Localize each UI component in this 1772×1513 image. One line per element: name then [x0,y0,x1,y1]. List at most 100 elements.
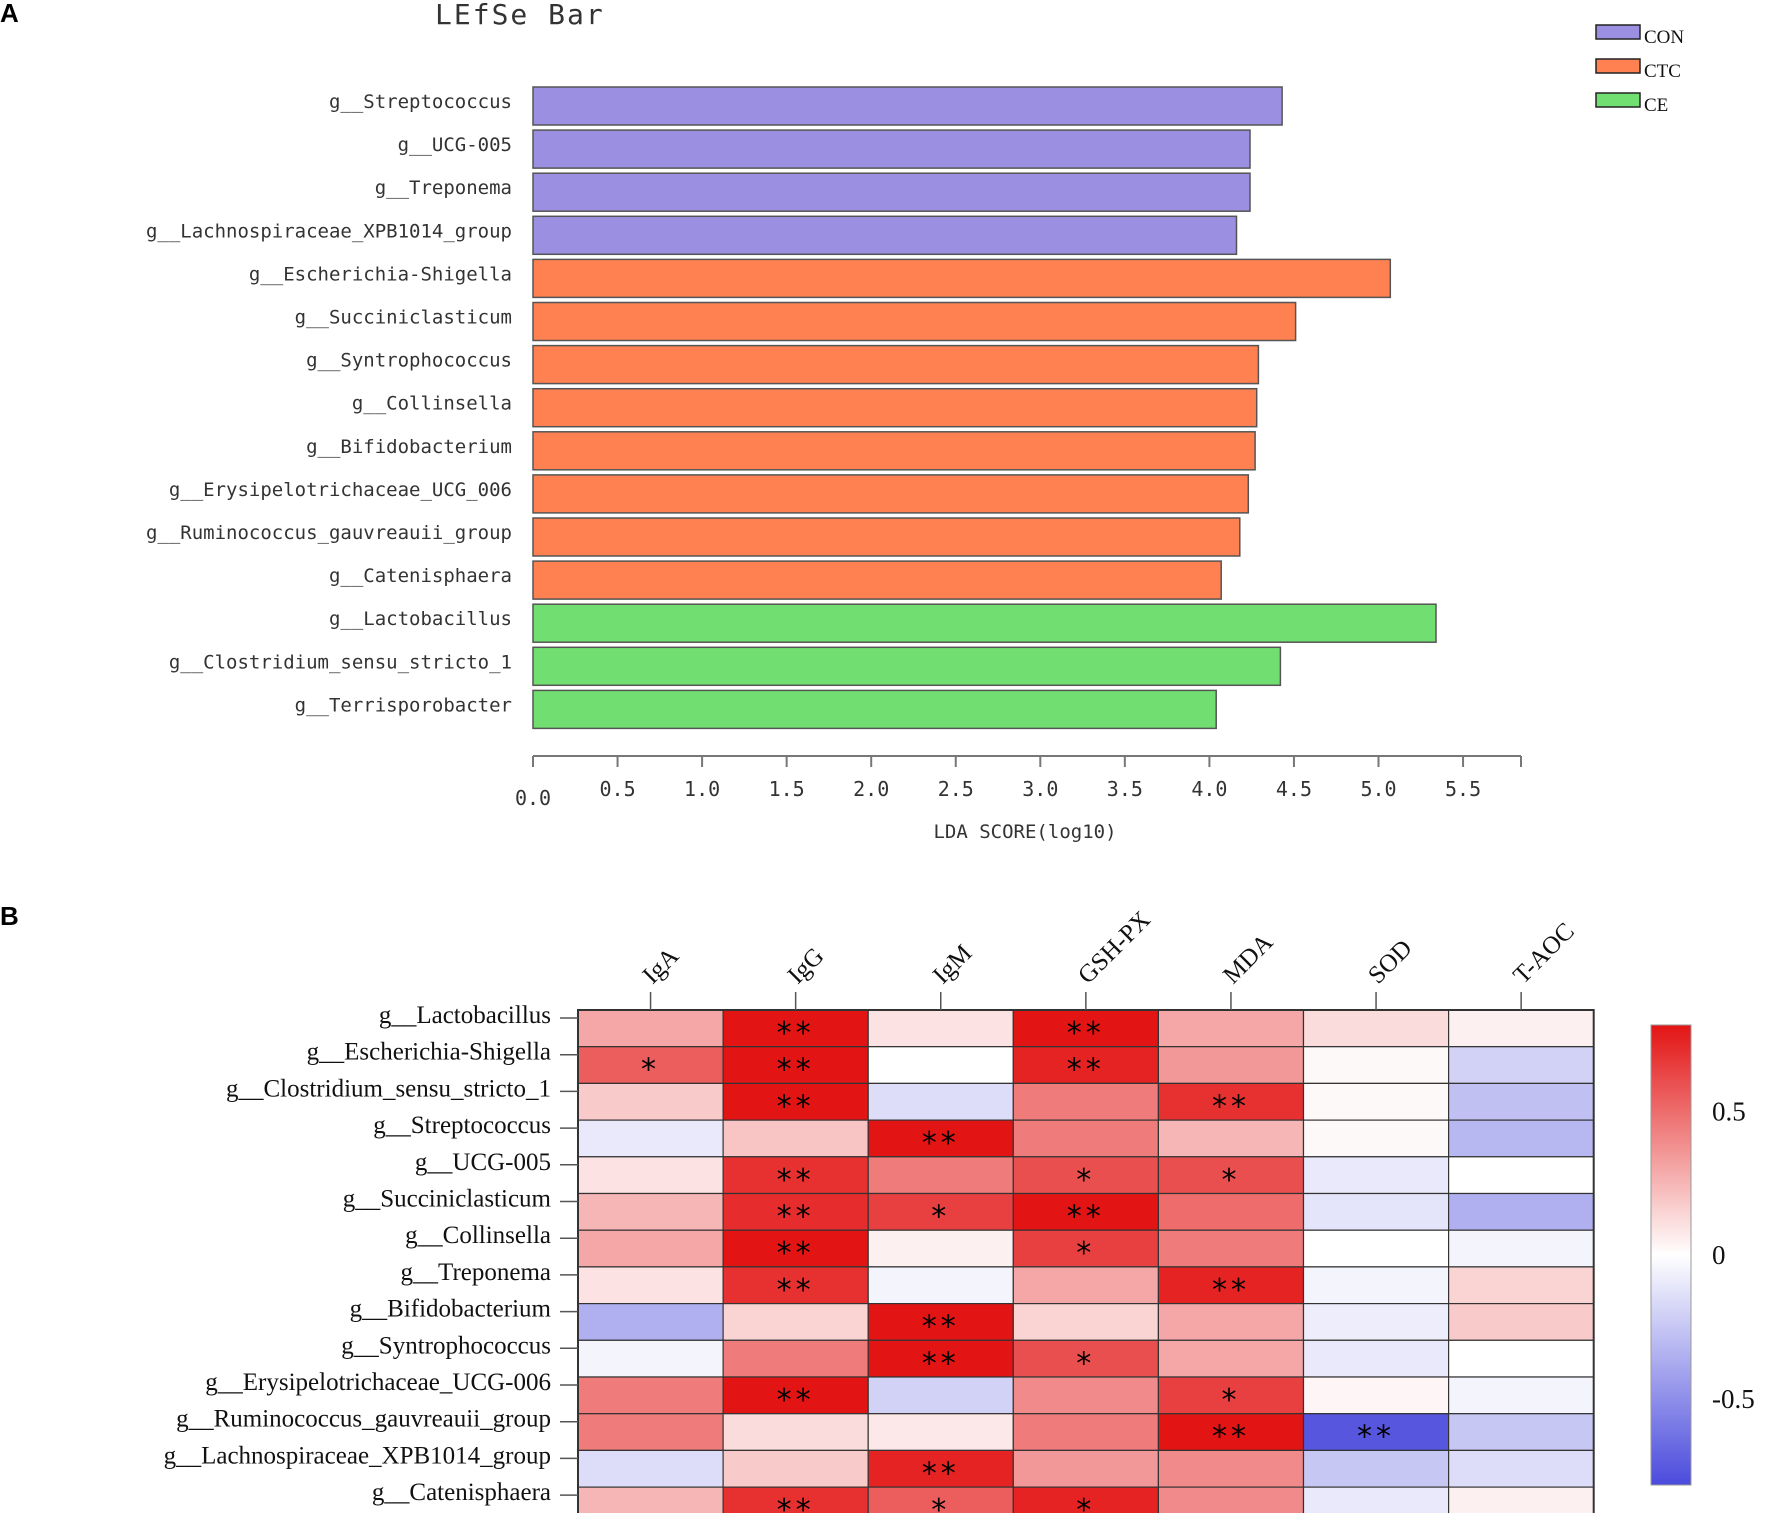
heatmap-row-label: g__Catenisphaera [372,1479,551,1506]
heatmap-row-label: g__UCG-005 [415,1149,551,1176]
heatmap-cell [1447,1156,1595,1195]
lefse-bar [532,689,1217,730]
heatmap-cell [1447,1009,1595,1048]
heatmap-column-label: T-AOC [1508,918,1579,989]
heatmap-cell [1012,1486,1159,1513]
lefse-tick-label: 5.0 [1360,777,1396,801]
heatmap-row-label: g__Syntrophococcus [341,1332,551,1359]
heatmap-cell [1157,1486,1305,1513]
heatmap-cell [1012,1082,1159,1121]
lefse-bar-label: g__Clostridium_sensu_stricto_1 [169,651,512,673]
heatmap-cell [1157,1046,1305,1084]
heatmap-cell [577,1119,724,1158]
heatmap-row-label: g__Bifidobacterium [350,1296,552,1323]
heatmap-row-label: g__Lactobacillus [379,1002,551,1029]
significance-marker: ** [1067,1053,1105,1088]
heatmap-cell [1302,1082,1450,1121]
heatmap-row-labels: g__Lactobacillus g__Escherichia-Shigellag… [164,1002,578,1506]
heatmap-cell [867,1266,1014,1305]
heatmap-cell [722,1376,869,1415]
colorbar-gradient [1650,1024,1692,1486]
heatmap-column-labels: IgA IgG IgM GSH-PX MDA SOD T-AOC [638,906,1580,1010]
lefse-bar-label: g__Collinsella [352,393,512,415]
lefse-bar-label: g__Syntrophococcus [306,350,512,372]
heatmap-cell [577,1486,724,1513]
lefse-bar [532,258,1392,299]
heatmap-column-label: MDA [1218,929,1278,989]
heatmap-row-label: g__Erysipelotrichaceae_UCG-006 [205,1369,551,1396]
heatmap-cell [577,1376,724,1415]
heatmap-cell [1012,1046,1159,1084]
lefse-bar [532,474,1250,514]
lefse-x-axis-title: LDA SCORE(log10) [933,821,1116,843]
heatmap-cell [1447,1266,1595,1305]
significance-marker: ** [1357,1420,1395,1455]
lefse-bar [532,603,1437,643]
lefse-bar-label: g__Streptococcus [329,91,512,113]
panel-a-label: A [0,0,19,28]
colorbar-tick-label: 0 [1712,1240,1726,1270]
heatmap-row-label: g__Ruminococcus_gauvreauii_group [176,1406,551,1433]
heatmap-cell [1447,1119,1595,1158]
heatmap-cell [1157,1156,1305,1195]
lefse-bars: g__Streptococcus g__UCG-005 g__Treponema g_… [146,86,1437,730]
lefse-tick-label: 3.5 [1107,777,1143,801]
heatmap-cell [722,1156,869,1195]
heatmap-cell [1157,1449,1305,1488]
heatmap-row-label: g__Treponema [401,1259,551,1286]
significance-marker: * [1222,1383,1241,1418]
lefse-bar-label: g__Terrisporobacter [295,694,512,716]
significance-marker: * [641,1053,660,1088]
heatmap-cell [1157,1413,1305,1451]
lefse-bar-label: g__Catenisphaera [329,565,512,587]
significance-marker: ** [777,1053,815,1088]
heatmap-cell [577,1302,724,1341]
significance-marker: ** [1212,1273,1250,1308]
heatmap-cell [867,1376,1014,1415]
significance-marker: * [1076,1163,1095,1198]
significance-marker: ** [1212,1420,1250,1455]
significance-marker: ** [777,1383,815,1418]
heatmap-cell [1012,1413,1159,1451]
heatmap-row-label: g__Collinsella [405,1222,551,1249]
heatmap-cell [1302,1339,1450,1378]
heatmap-cell [722,1413,869,1451]
heatmap-cell [867,1009,1014,1048]
heatmap-cell [867,1156,1014,1195]
heatmap-column-label: IgA [638,943,685,990]
heatmap-column-label: IgM [928,940,978,990]
heatmap-cell [722,1449,869,1488]
heatmap-column-label: IgG [783,943,830,990]
lefse-bar [532,517,1241,557]
lefse-x-axis: 0.0 0.5 1.0 1.5 2.0 2.5 3.0 3.5 4.0 4.5 5.0 5.5 [515,755,1522,810]
heatmap-cell [1447,1302,1595,1341]
heatmap-cell [1302,1119,1450,1158]
lefse-tick-label: 5.5 [1445,777,1481,801]
heatmap-cell [1447,1449,1595,1488]
heatmap-cell [867,1119,1014,1158]
significance-marker: * [1222,1163,1241,1198]
heatmap-cell [867,1302,1014,1341]
significance-marker: ** [922,1456,960,1491]
lefse-bar-label: g__Treponema [375,177,512,199]
heatmap-cell [1302,1266,1450,1305]
heatmap-cell [722,1339,869,1378]
lefse-tick-label: 4.0 [1191,777,1227,801]
heatmap-significance: ** *** ** **** ****** * *** * **** *** ****** *** **… [641,1016,1395,1513]
significance-marker: ** [777,1089,815,1124]
heatmap-cell [1012,1119,1159,1158]
lefse-tick-label: 4.5 [1276,777,1312,801]
significance-marker: * [1076,1346,1095,1381]
significance-marker: ** [922,1126,960,1161]
heatmap-cell [577,1156,724,1195]
significance-marker: ** [922,1310,960,1345]
heatmap-cell [1157,1339,1305,1378]
heatmap-cell [867,1046,1014,1084]
heatmap-column-label: GSH-PX [1073,906,1156,989]
lefse-tick-label: 3.0 [1022,777,1058,801]
heatmap-cell [577,1229,724,1268]
significance-marker: ** [1067,1200,1105,1235]
lefse-bar [532,646,1282,687]
heatmap-cell [1302,1156,1450,1195]
